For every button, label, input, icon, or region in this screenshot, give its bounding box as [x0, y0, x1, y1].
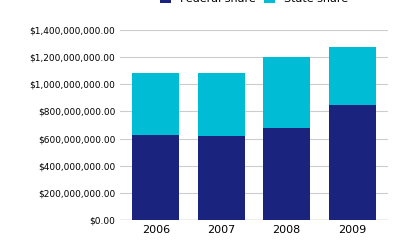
Bar: [328, 47, 376, 105]
Bar: [132, 74, 180, 135]
Bar: [198, 136, 245, 220]
Legend: Federal share, State share: Federal share, State share: [160, 0, 348, 4]
Bar: [263, 57, 310, 128]
Bar: [328, 105, 376, 220]
Bar: [263, 128, 310, 220]
Bar: [198, 74, 245, 136]
Bar: [132, 135, 180, 220]
